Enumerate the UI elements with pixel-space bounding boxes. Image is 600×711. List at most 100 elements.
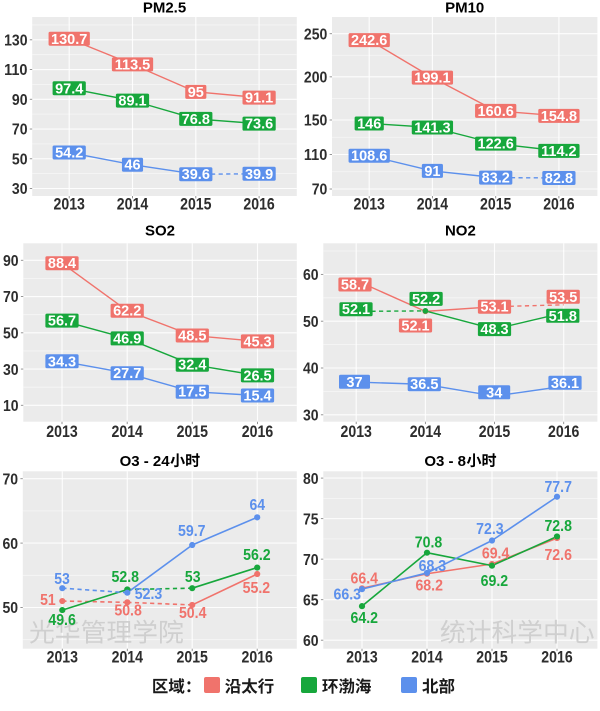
svg-text:2014: 2014: [410, 423, 442, 441]
svg-text:55.2: 55.2: [243, 580, 271, 597]
svg-text:91.1: 91.1: [245, 91, 273, 107]
svg-text:2015: 2015: [480, 196, 511, 214]
svg-text:114.2: 114.2: [541, 144, 577, 160]
svg-text:56.7: 56.7: [48, 314, 76, 330]
svg-text:53: 53: [54, 571, 70, 588]
svg-text:2013: 2013: [54, 196, 85, 214]
svg-text:70.8: 70.8: [415, 534, 443, 551]
svg-text:51: 51: [40, 592, 56, 609]
svg-text:40: 40: [303, 361, 319, 378]
svg-text:72.6: 72.6: [544, 547, 572, 564]
svg-text:2015: 2015: [476, 648, 507, 666]
svg-text:52.1: 52.1: [342, 302, 370, 318]
svg-text:62.2: 62.2: [113, 304, 141, 320]
svg-text:77.7: 77.7: [544, 479, 572, 496]
svg-text:2013: 2013: [47, 648, 78, 666]
svg-text:54.2: 54.2: [55, 146, 83, 162]
svg-text:O3 - 24: O3 - 24: [120, 453, 171, 470]
svg-text:37: 37: [346, 375, 362, 391]
svg-text:69.2: 69.2: [481, 573, 509, 590]
svg-text:53.1: 53.1: [480, 300, 508, 316]
svg-text:30: 30: [12, 181, 28, 198]
svg-text:17.5: 17.5: [178, 385, 206, 401]
svg-text:46.9: 46.9: [113, 331, 141, 347]
svg-text:110: 110: [304, 147, 327, 164]
svg-text:2014: 2014: [112, 423, 144, 441]
svg-text:48.3: 48.3: [480, 322, 508, 338]
svg-text:70: 70: [312, 182, 328, 199]
svg-text:141.3: 141.3: [414, 120, 450, 136]
svg-text:70: 70: [3, 471, 19, 488]
svg-text:110: 110: [4, 62, 27, 79]
svg-text:45.3: 45.3: [243, 334, 271, 350]
svg-text:2014: 2014: [417, 196, 449, 214]
svg-text:83.2: 83.2: [482, 171, 510, 187]
svg-text:34.3: 34.3: [48, 354, 76, 370]
svg-text:97.4: 97.4: [55, 81, 83, 97]
svg-text:51.8: 51.8: [549, 309, 577, 325]
svg-text:58.7: 58.7: [341, 278, 369, 294]
svg-text:80: 80: [303, 471, 319, 488]
svg-text:91: 91: [424, 164, 440, 180]
svg-text:O3 - 8: O3 - 8: [424, 453, 466, 470]
svg-text:64: 64: [250, 497, 266, 514]
svg-text:10: 10: [3, 398, 19, 415]
svg-text:199.1: 199.1: [414, 71, 450, 87]
svg-text:2016: 2016: [242, 423, 273, 441]
svg-text:2014: 2014: [411, 648, 443, 666]
svg-text:36.5: 36.5: [410, 377, 438, 393]
svg-text:52.2: 52.2: [412, 292, 440, 308]
svg-text:2014: 2014: [112, 648, 144, 666]
svg-text:52.8: 52.8: [112, 569, 140, 586]
svg-text:2013: 2013: [346, 648, 377, 666]
svg-text:200: 200: [304, 70, 327, 87]
svg-text:73.6: 73.6: [245, 117, 273, 133]
svg-text:27.7: 27.7: [113, 366, 141, 382]
svg-text:89.1: 89.1: [118, 94, 146, 110]
svg-text:49.6: 49.6: [48, 612, 76, 629]
svg-text:30: 30: [303, 408, 319, 425]
svg-text:59.7: 59.7: [178, 523, 206, 540]
svg-text:150: 150: [304, 113, 327, 130]
svg-text:60: 60: [303, 267, 319, 284]
svg-text:2016: 2016: [548, 423, 579, 441]
svg-text:65: 65: [303, 592, 319, 609]
svg-text:95: 95: [188, 85, 204, 101]
svg-text:53: 53: [185, 569, 201, 586]
svg-text:60: 60: [303, 633, 319, 650]
svg-text:46: 46: [124, 158, 140, 174]
svg-text:2016: 2016: [541, 648, 572, 666]
svg-text:60: 60: [3, 536, 19, 553]
svg-text:122.6: 122.6: [478, 137, 514, 153]
svg-text:66.4: 66.4: [351, 571, 379, 588]
svg-text:56.2: 56.2: [243, 547, 271, 564]
svg-text:90: 90: [12, 92, 28, 109]
svg-text:113.5: 113.5: [115, 57, 151, 73]
svg-text:130: 130: [4, 33, 27, 50]
svg-text:15.4: 15.4: [243, 389, 271, 405]
svg-text:2015: 2015: [177, 423, 208, 441]
svg-text:154.8: 154.8: [541, 109, 577, 125]
svg-text:2016: 2016: [243, 196, 274, 214]
svg-text:68.2: 68.2: [415, 578, 443, 595]
svg-text:PM10: PM10: [445, 0, 484, 17]
svg-text:39.9: 39.9: [245, 167, 273, 183]
svg-text:32.4: 32.4: [178, 358, 206, 374]
svg-text:88.4: 88.4: [48, 256, 76, 272]
svg-text:26.5: 26.5: [243, 368, 271, 384]
svg-text:2016: 2016: [543, 196, 574, 214]
svg-text:34: 34: [486, 385, 502, 401]
svg-text:2013: 2013: [354, 196, 385, 214]
svg-text:70: 70: [3, 289, 19, 306]
svg-text:72.8: 72.8: [544, 518, 572, 535]
svg-text:2015: 2015: [177, 648, 208, 666]
svg-text:82.8: 82.8: [545, 171, 573, 187]
svg-text:68.3: 68.3: [419, 558, 447, 575]
svg-text:130.7: 130.7: [51, 32, 87, 48]
svg-text:39.6: 39.6: [182, 167, 210, 183]
svg-text:70: 70: [303, 552, 319, 569]
svg-text:76.8: 76.8: [182, 112, 210, 128]
svg-text:242.6: 242.6: [351, 33, 387, 49]
svg-text:75: 75: [303, 511, 319, 528]
svg-text:52.3: 52.3: [135, 586, 163, 603]
